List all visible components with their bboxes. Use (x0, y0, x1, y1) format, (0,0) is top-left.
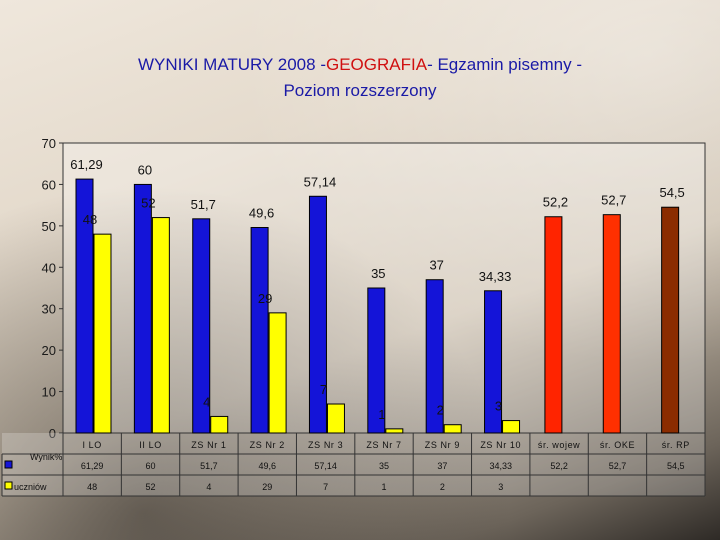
data-label-wynik: 51,7 (191, 197, 216, 212)
chart-title: WYNIKI MATURY 2008 -GEOGRAFIA- Egzamin p… (40, 52, 680, 104)
bar-wynik (602, 214, 621, 434)
table-cell-wynik: 52,2 (550, 461, 568, 471)
bar-uczniow (268, 312, 287, 434)
table-cell-uczniow: 29 (262, 482, 272, 492)
table-cell-uczniow: 52 (146, 482, 156, 492)
x-tick-label: ZS Nr 7 (366, 440, 401, 450)
y-tick-label: 20 (42, 343, 56, 358)
data-label-wynik: 37 (429, 258, 443, 273)
data-label-uczniow: 2 (437, 403, 444, 418)
table-cell-uczniow: 4 (206, 482, 211, 492)
legend-label-wynik: Wynik% (30, 452, 62, 462)
table-cell-wynik: 52,7 (609, 461, 627, 471)
data-label-uczniow: 29 (258, 291, 272, 306)
legend-key-uczniow (4, 481, 13, 490)
data-label-wynik: 54,5 (659, 185, 684, 200)
y-tick-label: 70 (42, 136, 56, 151)
y-tick-label: 60 (42, 177, 56, 192)
data-label-uczniow: 48 (83, 212, 97, 227)
data-label-wynik: 52,7 (601, 193, 626, 208)
table-cell-wynik: 57,14 (314, 461, 337, 471)
data-label-uczniow: 1 (378, 407, 385, 422)
bar-wynik (133, 183, 152, 434)
x-tick-label: śr. RP (662, 440, 690, 450)
x-tick-label: II LO (139, 440, 162, 450)
bar-wynik (661, 206, 680, 434)
table-cell-wynik: 54,5 (667, 461, 685, 471)
bar-uczniow (326, 403, 345, 434)
data-label-wynik: 60 (138, 162, 152, 177)
table-cell-wynik: 61,29 (81, 461, 104, 471)
x-tick-label: śr. OKE (600, 440, 635, 450)
table-cell-wynik: 49,6 (259, 461, 277, 471)
bar-uczniow (443, 424, 462, 434)
table-cell-wynik: 34,33 (489, 461, 512, 471)
title-line-1: WYNIKI MATURY 2008 -GEOGRAFIA- Egzamin p… (40, 52, 680, 78)
bar-wynik (484, 290, 503, 434)
y-tick-label: 30 (42, 302, 56, 317)
legend-key-wynik (4, 460, 13, 469)
bar-uczniow (385, 428, 404, 434)
data-label-uczniow: 7 (320, 382, 327, 397)
bar-wynik (250, 227, 269, 434)
legend-label-uczniow: uczniów (14, 482, 47, 492)
y-tick-label: 10 (42, 385, 56, 400)
data-label-uczniow: 4 (203, 394, 210, 409)
table-cell-wynik: 37 (437, 461, 447, 471)
bar-uczniow (210, 415, 229, 434)
data-label-uczniow: 3 (495, 399, 502, 414)
bar-wynik (425, 279, 444, 434)
x-tick-label: I LO (82, 440, 101, 450)
x-tick-label: ZS Nr 2 (250, 440, 285, 450)
x-tick-label: ZS Nr 1 (191, 440, 226, 450)
title-line-2: Poziom rozszerzony (283, 81, 437, 100)
bar-uczniow (502, 420, 521, 434)
table-cell-uczniow: 48 (87, 482, 97, 492)
bar-wynik (192, 218, 211, 434)
table-cell-uczniow: 2 (440, 482, 445, 492)
y-tick-label: 40 (42, 260, 56, 275)
data-label-wynik: 52,2 (543, 195, 568, 210)
table-cell-uczniow: 1 (381, 482, 386, 492)
data-label-wynik: 57,14 (304, 174, 337, 189)
table-cell-wynik: 51,7 (200, 461, 218, 471)
y-tick-label: 50 (42, 219, 56, 234)
x-tick-label: śr. wojew (538, 440, 580, 450)
data-label-uczniow: 52 (141, 196, 155, 211)
table-cell-wynik: 35 (379, 461, 389, 471)
x-tick-label: ZS Nr 9 (425, 440, 460, 450)
table-cell-wynik: 60 (146, 461, 156, 471)
bar-wynik (75, 178, 94, 434)
bar-wynik (544, 216, 563, 434)
data-label-wynik: 35 (371, 266, 385, 281)
x-tick-label: ZS Nr 10 (480, 440, 521, 450)
title-part-2: - Egzamin pisemny - (427, 55, 582, 74)
bar-wynik (308, 195, 327, 434)
y-tick-label: 0 (49, 426, 56, 441)
title-highlight: GEOGRAFIA (325, 55, 428, 74)
table-cell-uczniow: 7 (323, 482, 328, 492)
data-label-wynik: 49,6 (249, 206, 274, 221)
data-label-wynik: 34,33 (479, 269, 512, 284)
table-cell-uczniow: 3 (498, 482, 503, 492)
data-label-wynik: 61,29 (70, 157, 103, 172)
bar-uczniow (151, 217, 170, 434)
bar-uczniow (93, 233, 112, 434)
x-tick-label: ZS Nr 3 (308, 440, 343, 450)
bar-wynik (367, 287, 386, 434)
title-part-1: WYNIKI MATURY 2008 - (137, 55, 326, 74)
